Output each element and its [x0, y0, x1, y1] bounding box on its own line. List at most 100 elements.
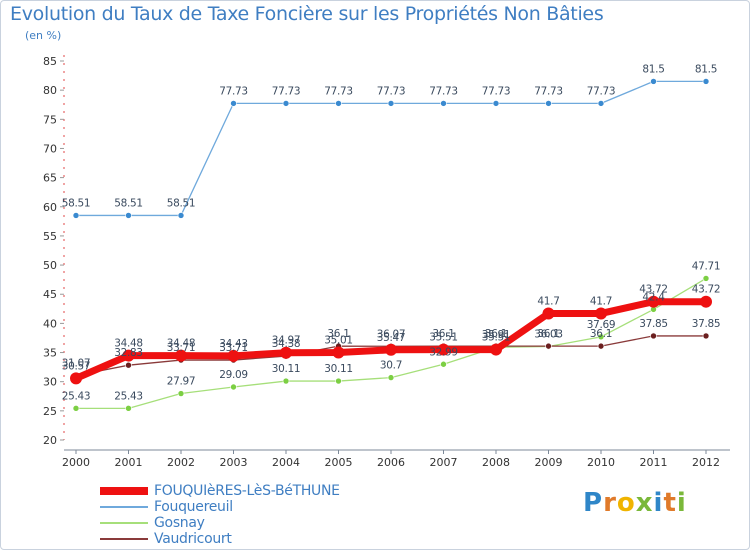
data-label-gosnay: 32.99 [429, 346, 458, 358]
data-point-gosnay [125, 405, 132, 412]
data-point-fouquereuil [545, 100, 552, 107]
x-tick-label: 2004 [272, 456, 300, 469]
logo-letter: i [653, 488, 664, 518]
data-label-fouquereuil: 77.73 [272, 85, 301, 97]
data-label-fouquieres: 34.97 [272, 335, 301, 347]
data-label-gosnay: 30.11 [272, 363, 301, 375]
data-label-fouquieres: 35.51 [482, 332, 511, 344]
data-point-fouquereuil [387, 100, 395, 107]
x-tick-label: 2010 [587, 456, 615, 469]
x-tick-label: 2012 [692, 456, 720, 469]
data-point-gosnay [230, 383, 237, 391]
data-label-vaudricourt: 34.38 [272, 338, 301, 350]
data-label-fouquieres: 34.43 [219, 338, 248, 350]
chart-title: Evolution du Taux de Taxe Foncière sur l… [10, 3, 604, 25]
data-point-fouquieres [700, 295, 712, 308]
data-label-gosnay: 35.91 [482, 329, 511, 341]
data-point-fouquereuil [492, 100, 500, 107]
data-label-fouquieres: 41.7 [537, 295, 559, 307]
data-point-fouquieres [70, 372, 82, 385]
data-label-fouquieres: 35.47 [377, 332, 406, 344]
legend-item: Vaudricourt [100, 531, 340, 547]
data-label-layer: 58.51 58.51 58.51 77.73 77.73 77.73 77.73 77.73… [62, 63, 721, 402]
data-label-vaudricourt: 36.1 [537, 328, 559, 340]
legend-label-vaudricourt: Vaudricourt [154, 531, 232, 547]
data-point-fouquereuil [440, 100, 447, 107]
data-point-fouquieres [647, 295, 660, 308]
data-point-gosnay [177, 390, 185, 397]
y-tick-label: 55 [43, 230, 57, 243]
data-label-vaudricourt: 36.1 [485, 328, 507, 340]
data-point-gosnay [335, 377, 342, 385]
data-label-fouquieres: 34.48 [167, 338, 196, 350]
data-point-gosnay [72, 405, 80, 412]
data-point-fouquieres [227, 349, 240, 362]
data-label-fouquereuil: 58.51 [167, 197, 196, 209]
data-point-gosnay [282, 377, 290, 385]
data-label-fouquieres: 41.7 [590, 295, 612, 307]
data-label-vaudricourt: 33.71 [219, 342, 248, 354]
logo-letter: t [663, 488, 677, 518]
legend: FOUQUIèRES-LèS-BéTHUNE Fouquereuil Gosna… [100, 483, 340, 547]
x-tick-label: 2000 [62, 456, 90, 469]
data-label-gosnay: 30.11 [324, 363, 353, 375]
x-tick-label: 2007 [430, 456, 458, 469]
data-point-fouquereuil [72, 212, 80, 219]
legend-swatch-vaudricourt [100, 538, 148, 540]
data-point-gosnay [702, 275, 710, 282]
data-point-gosnay [440, 360, 447, 368]
logo-letter: i [676, 488, 687, 518]
data-point-fouquereuil [650, 78, 657, 85]
data-point-fouquieres [175, 349, 187, 362]
data-point-vaudricourt [702, 332, 710, 340]
data-point-fouquereuil [282, 100, 290, 107]
data-label-gosnay: 47.71 [692, 260, 721, 272]
data-point-fouquieres [490, 343, 502, 356]
y-tick-label: 20 [43, 434, 57, 447]
data-label-vaudricourt: 37.85 [639, 318, 668, 330]
data-point-fouquieres [437, 343, 450, 356]
data-label-fouquereuil: 81.5 [695, 63, 717, 75]
data-point-gosnay [597, 333, 605, 341]
data-point-fouquereuil [335, 100, 342, 107]
legend-item: FOUQUIèRES-LèS-BéTHUNE [100, 483, 340, 499]
data-label-vaudricourt: 36.1 [432, 328, 454, 340]
data-point-gosnay [387, 374, 395, 381]
y-tick-label: 75 [43, 113, 57, 126]
x-tick-label: 2006 [377, 456, 405, 469]
data-label-vaudricourt: 32.83 [114, 347, 143, 359]
data-point-vaudricourt [650, 332, 657, 340]
data-label-fouquereuil: 77.73 [219, 85, 248, 97]
x-tick-label: 2008 [482, 456, 510, 469]
data-label-fouquieres: 34.48 [114, 338, 143, 350]
legend-swatch-gosnay [100, 522, 148, 524]
data-label-fouquereuil: 77.73 [482, 85, 511, 97]
legend-label-fouquereuil: Fouquereuil [154, 499, 233, 515]
legend-label-fouquieres: FOUQUIèRES-LèS-BéTHUNE [154, 483, 340, 499]
y-tick-label: 85 [43, 55, 57, 68]
logo-letter: x [635, 488, 654, 518]
y-tick-label: 60 [43, 201, 57, 214]
data-label-vaudricourt: 37.85 [692, 318, 721, 330]
data-point-vaudricourt [125, 361, 132, 369]
data-label-fouquereuil: 77.73 [587, 85, 616, 97]
logo-letter: P [583, 488, 604, 518]
logo-letter: r [603, 488, 617, 518]
y-tick-label: 70 [43, 142, 57, 155]
legend-swatch-fouquereuil [100, 506, 148, 508]
proxiti-logo: Proxiti [583, 488, 687, 518]
data-point-fouquieres [542, 307, 555, 320]
data-label-fouquieres: 35.01 [324, 334, 353, 346]
data-label-gosnay: 27.97 [167, 376, 196, 388]
legend-swatch-fouquieres [100, 487, 148, 495]
data-label-gosnay: 25.43 [62, 390, 91, 402]
y-tick-label: 35 [43, 347, 57, 360]
data-label-fouquereuil: 77.73 [534, 85, 563, 97]
data-point-fouquereuil [230, 100, 237, 107]
data-label-fouquieres: 43.72 [639, 284, 668, 296]
data-point-fouquieres [595, 307, 607, 320]
data-label-fouquieres: 35.51 [429, 332, 458, 344]
data-point-fouquereuil [125, 212, 132, 219]
data-point-fouquieres [385, 343, 397, 356]
